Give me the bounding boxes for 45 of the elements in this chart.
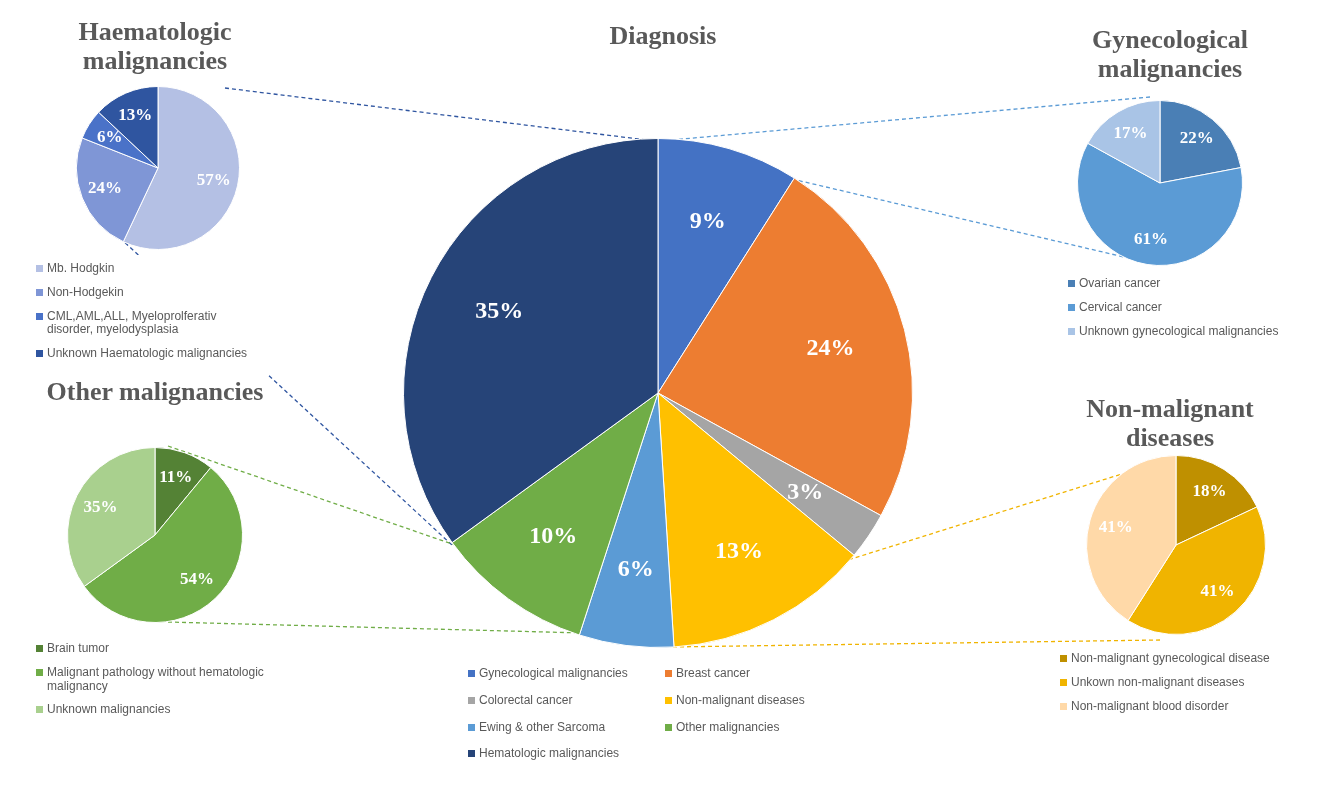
data-label: 18%: [1192, 481, 1227, 501]
data-label: 10%: [529, 522, 578, 549]
legend-label: Non-Hodgekin: [47, 284, 124, 300]
chart-title: Other malignancies: [45, 377, 265, 407]
legend-label: Other malignancies: [676, 719, 780, 735]
legend-label: Unknown Haematologic malignancies: [47, 346, 248, 361]
data-label: 9%: [689, 207, 726, 234]
data-label: 54%: [179, 569, 214, 589]
legend-label: Unkown non-malignant diseases: [1071, 674, 1245, 690]
legend-label: Hematologic malignancies: [479, 746, 620, 762]
legend-label: Non-malignant gynecological disease: [1071, 651, 1270, 666]
legend-label: Ovarian cancer: [1079, 276, 1161, 291]
legend-label: Non-malignant blood disorder: [1071, 698, 1229, 714]
chart-title: Non-malignant diseases: [1085, 394, 1255, 453]
data-label: 24%: [806, 333, 855, 360]
legend-label: Unknown malignancies: [47, 702, 171, 718]
legend-label: Gynecological malignancies: [479, 666, 628, 681]
data-label: 6%: [97, 126, 123, 146]
data-label: 22%: [1179, 127, 1214, 147]
data-label: 13%: [714, 536, 763, 563]
data-label: 41%: [1098, 516, 1133, 536]
data-label: 24%: [87, 178, 122, 198]
data-label: 13%: [118, 105, 153, 125]
legend-label: Cervical cancer: [1079, 299, 1162, 315]
chart-title: Haematologic malignancies: [77, 17, 233, 76]
data-label: 17%: [1113, 122, 1148, 142]
data-label: 57%: [196, 169, 231, 189]
legend-label: Ewing & other Sarcoma: [479, 719, 606, 735]
data-label: 61%: [1133, 229, 1168, 249]
legend-label: Unknown gynecological malignancies: [1079, 323, 1279, 339]
chart-title: Gynecological malignancies: [1091, 25, 1249, 84]
legend-label: Mb. Hodgkin: [47, 261, 115, 276]
legend-label: Colorectal cancer: [479, 692, 573, 708]
legend-label: Breast cancer: [676, 666, 751, 681]
data-label: 35%: [83, 496, 118, 516]
legend-label: Brain tumor: [47, 641, 110, 656]
data-label: 6%: [617, 554, 654, 581]
data-label: 11%: [159, 466, 193, 486]
data-label: 3%: [787, 478, 824, 505]
data-label: 41%: [1200, 581, 1235, 601]
legend-label: CML,AML,ALL, Myeloprolferativ disorder, myelodysplasia: [47, 308, 218, 338]
data-label: 35%: [475, 297, 524, 324]
chart-title: Diagnosis: [608, 21, 718, 51]
legend-label: Non-malignant diseases: [676, 692, 805, 708]
legend-label: Malignant pathology without hematologic malignancy: [47, 664, 265, 694]
